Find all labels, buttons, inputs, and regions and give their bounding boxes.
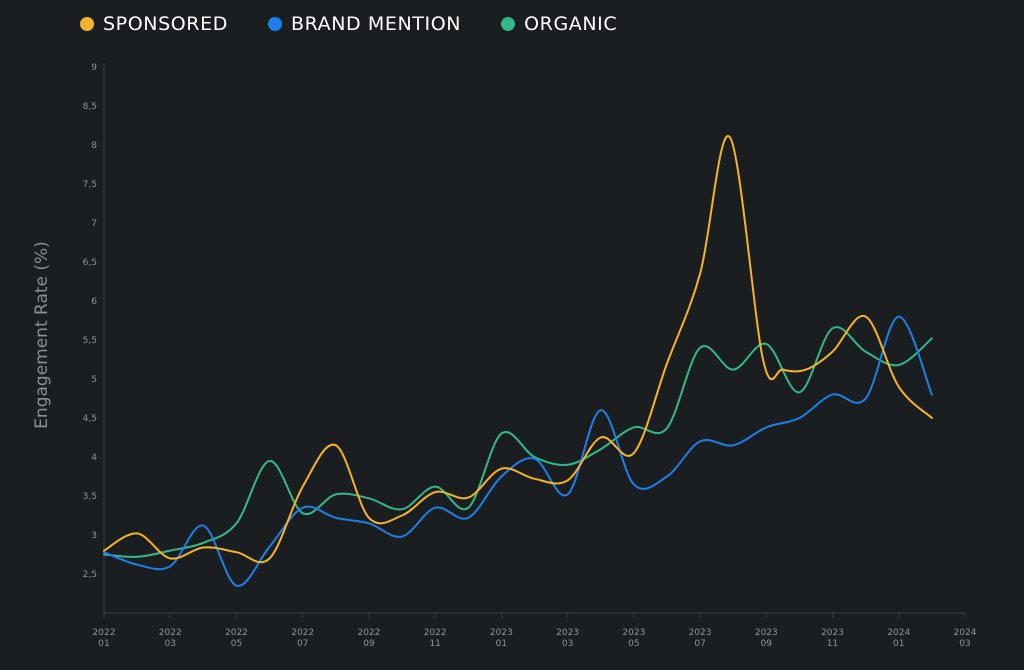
x-tick-year: 2024 [954,628,977,638]
legend-label-sponsored: SPONSORED [103,13,228,35]
y-tick-label: 8 [91,141,97,151]
x-tick-month: 11 [429,639,440,649]
x-tick-year: 2022 [159,628,182,638]
series-line-sponsored [103,135,933,564]
x-tick-year: 2022 [225,628,248,638]
legend-dot-organic [501,17,516,31]
y-tick-label: 3,5 [83,492,97,502]
x-tick-month: 07 [694,639,705,649]
x-tick-month: 01 [893,639,904,649]
x-tick-month: 05 [628,639,639,649]
x-tick-year: 2023 [689,628,712,638]
x-tick-month: 09 [363,639,375,649]
x-tick-year: 2023 [490,628,513,638]
chart-axes [103,63,965,614]
y-tick-label: 4 [91,453,97,463]
legend-item-brand-mention[interactable]: BRAND MENTION [267,13,462,35]
x-axis-ticks: 2022012022032022052022072022092022112023… [93,613,977,649]
chart-series-lines [103,135,933,587]
x-tick-year: 2022 [424,628,447,638]
legend-item-organic[interactable]: ORGANIC [501,13,617,35]
x-tick-month: 07 [297,639,308,649]
y-tick-label: 3 [91,531,97,541]
legend-label-organic: ORGANIC [524,13,618,35]
y-axis-ticks: 2,5 3 3,5 4 4,5 5 5,5 6 6,5 7 7,5 8 8,5 9 [83,63,98,580]
x-tick-month: 05 [231,639,242,649]
legend-label-brand-mention: BRAND MENTION [290,13,462,35]
x-tick-year: 2024 [887,628,910,638]
x-tick-month: 01 [98,639,109,649]
series-line-brand-mention [103,315,933,587]
legend-dot-brand-mention [267,17,282,31]
y-tick-label: 7 [91,219,97,229]
series-line-organic [103,326,933,558]
x-tick-year: 2023 [821,628,844,638]
y-tick-label: 8,5 [83,102,97,112]
legend-item-sponsored[interactable]: SPONSORED [80,13,228,35]
y-tick-label: 6 [91,297,97,307]
y-tick-label: 5,5 [83,336,97,346]
x-tick-year: 2022 [93,628,116,638]
y-tick-label: 2,5 [83,570,97,580]
chart-legend: SPONSORED BRAND MENTION ORGANIC [80,10,657,38]
legend-dot-sponsored [80,17,94,31]
y-tick-label: 4,5 [83,414,97,424]
x-tick-month: 11 [827,639,838,649]
x-tick-month: 09 [761,639,773,649]
x-tick-year: 2022 [291,628,314,638]
y-tick-label: 9 [91,63,97,73]
x-tick-month: 01 [496,639,507,649]
x-tick-month: 03 [165,639,176,649]
y-tick-label: 5 [91,375,97,385]
x-tick-month: 03 [959,639,970,649]
y-tick-label: 7,5 [83,180,97,190]
x-tick-year: 2023 [622,628,645,638]
x-tick-month: 03 [562,639,573,649]
x-tick-year: 2023 [556,628,579,638]
x-tick-year: 2022 [357,628,380,638]
y-tick-label: 6,5 [83,258,97,268]
x-tick-year: 2023 [755,628,778,638]
